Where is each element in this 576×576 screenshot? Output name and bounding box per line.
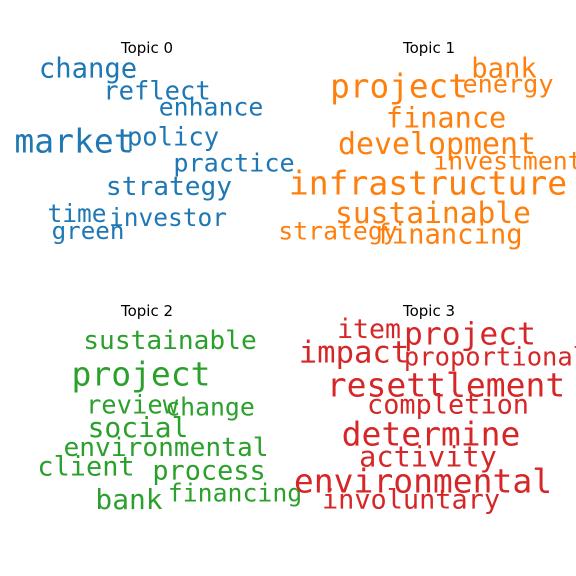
word-topic-0-policy: policy: [126, 122, 220, 153]
word-topic-3-item: item: [337, 313, 401, 345]
word-topic-0-green: green: [51, 216, 125, 245]
word-topic-1-finance: finance: [385, 100, 507, 135]
word-topic-3-completion: completion: [367, 389, 529, 421]
word-topic-1-financing: financing: [375, 219, 523, 251]
word-topic-3-impact: impact: [298, 335, 410, 371]
word-topic-0-market: market: [14, 121, 134, 161]
word-topic-3-resettlement: resettlement: [326, 365, 566, 405]
word-topic-1-strategy: strategy: [278, 216, 398, 246]
word-topic-3-proportional: proportional: [403, 342, 576, 373]
word-topic-2-process: process: [152, 455, 266, 487]
panel-title-topic-3: Topic 3: [402, 302, 456, 320]
word-topic-2-sustainable: sustainable: [83, 325, 257, 356]
word-topic-3-environmental: environmental: [293, 461, 553, 501]
word-topic-2-review: review: [85, 390, 179, 421]
word-topic-3-involuntary: involuntary: [321, 484, 501, 516]
word-topic-1-energy: energy: [462, 69, 554, 99]
word-topic-1-infrastructure: infrastructure: [288, 163, 568, 203]
word-topic-0-change: change: [38, 53, 138, 85]
word-topic-2-change: change: [165, 392, 255, 422]
word-topic-1-development: development: [338, 127, 536, 163]
word-topic-2-project: project: [71, 354, 211, 394]
panel-title-topic-2: Topic 2: [120, 302, 174, 320]
word-topic-0-practice: practice: [173, 148, 295, 178]
panel-title-topic-0: Topic 0: [120, 39, 174, 57]
word-topic-1-sustainable: sustainable: [335, 196, 531, 231]
word-topic-3-determine: determine: [341, 414, 521, 454]
word-topic-0-enhance: enhance: [158, 92, 264, 122]
word-topic-0-strategy: strategy: [105, 171, 233, 202]
word-topic-2-environmental: environmental: [63, 432, 269, 463]
word-topic-1-investment: investment: [433, 146, 576, 176]
word-topic-2-bank: bank: [95, 483, 163, 517]
word-topic-3-project: project: [404, 316, 536, 353]
word-topic-1-bank: bank: [471, 53, 537, 85]
word-topic-0-investor: investor: [108, 202, 228, 232]
word-topic-0-time: time: [47, 198, 107, 228]
word-topic-0-reflect: reflect: [103, 76, 211, 107]
panel-title-topic-1: Topic 1: [402, 39, 456, 57]
word-topic-2-social: social: [87, 411, 189, 445]
word-topic-3-activity: activity: [359, 439, 497, 474]
word-topic-2-financing: financing: [167, 478, 303, 508]
word-topic-2-client: client: [37, 451, 135, 483]
word-topic-1-project: project: [330, 67, 468, 106]
